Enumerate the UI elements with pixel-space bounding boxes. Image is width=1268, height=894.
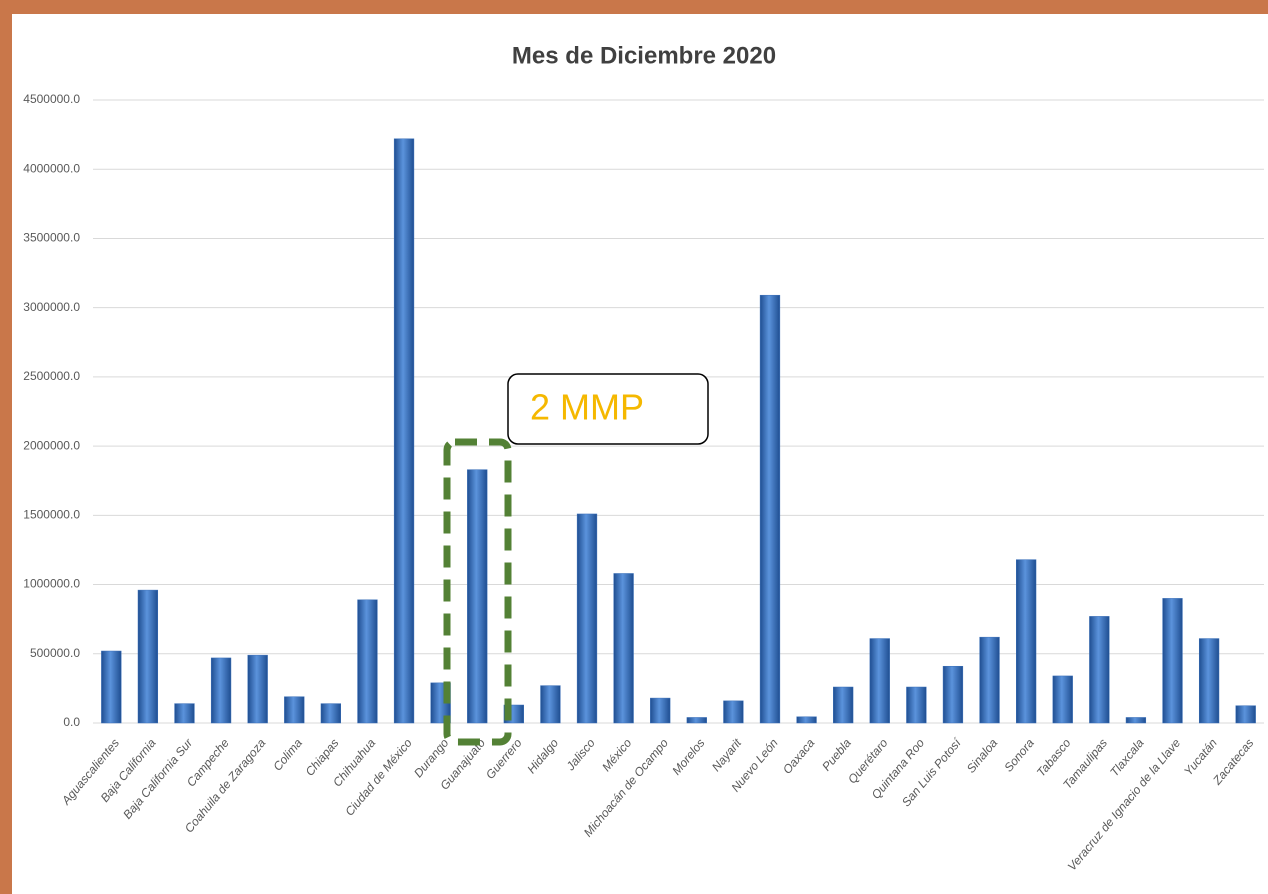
bar	[320, 703, 341, 724]
bar	[650, 697, 671, 724]
y-tick-label: 0.0	[63, 715, 80, 729]
annotation: 2 MMP	[530, 387, 644, 428]
bar	[393, 138, 415, 724]
bar	[247, 654, 268, 724]
bar	[613, 573, 634, 724]
bar	[210, 657, 232, 724]
bar	[759, 294, 781, 724]
bar	[979, 636, 1000, 724]
bar	[1089, 616, 1110, 724]
bar	[1016, 559, 1037, 724]
y-tick-label: 500000.0	[30, 646, 80, 660]
y-tick-label: 2000000.0	[23, 438, 80, 452]
bar	[284, 696, 305, 724]
bar	[1162, 598, 1183, 724]
y-tick-label: 1000000.0	[23, 577, 80, 591]
chart-title: Mes de Diciembre 2020	[512, 42, 776, 69]
y-tick-label: 1500000.0	[23, 508, 80, 522]
annotation-box	[507, 373, 709, 445]
y-tick-label: 2500000.0	[23, 369, 80, 383]
bar	[1235, 705, 1256, 724]
bar	[796, 716, 817, 724]
bar	[540, 685, 561, 724]
highlight-box	[443, 438, 512, 746]
bar	[101, 650, 122, 724]
y-tick-label: 3000000.0	[23, 300, 80, 314]
bar	[833, 686, 854, 724]
bar	[467, 469, 488, 724]
bar	[357, 599, 378, 724]
bar	[869, 638, 890, 724]
bar	[942, 665, 964, 724]
bar	[174, 703, 195, 724]
bar	[576, 513, 598, 724]
bar	[686, 717, 707, 724]
y-tick-label: 4500000.0	[23, 92, 80, 106]
chart-background	[12, 14, 1268, 894]
y-tick-label: 3500000.0	[23, 231, 80, 245]
bar	[1198, 638, 1220, 724]
bar	[906, 686, 927, 724]
bar	[1125, 717, 1147, 724]
bar	[137, 589, 159, 724]
y-tick-label: 4000000.0	[23, 161, 80, 175]
bar	[723, 700, 744, 724]
bar	[1052, 675, 1073, 724]
